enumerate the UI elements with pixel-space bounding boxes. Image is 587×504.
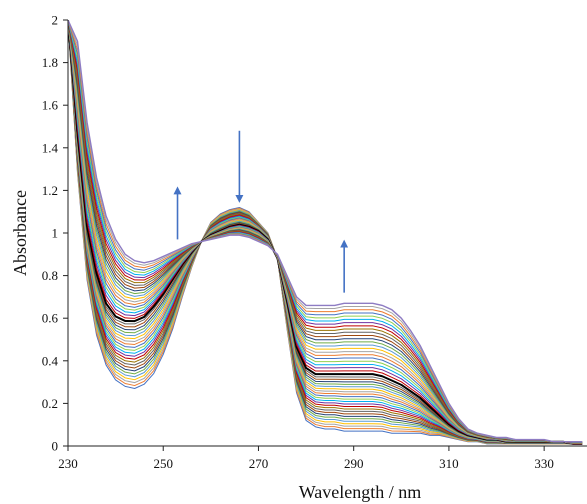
- y-tick-label: 0.4: [42, 353, 59, 368]
- y-tick-label: 1.8: [42, 55, 58, 70]
- tick-labels: 230 250 270 290 310 330 0 0.2 0.4 0.6 0.8 1 1.2 1.4 1.…: [42, 13, 554, 472]
- spectra-lines: [68, 20, 583, 445]
- x-tick-label: 310: [439, 456, 459, 471]
- y-tick-label: 1.4: [42, 140, 59, 155]
- y-tick-label: 0.8: [42, 268, 58, 283]
- trend-arrows: [173, 130, 349, 293]
- y-tick-label: 0.6: [42, 311, 59, 326]
- x-tick-label: 290: [344, 456, 364, 471]
- y-tick-label: 1.6: [42, 98, 59, 113]
- axes: [63, 19, 587, 451]
- spectrum-line: [68, 20, 583, 443]
- x-tick-label: 330: [534, 456, 554, 471]
- x-axis-label: Wavelength / nm: [299, 482, 422, 502]
- y-tick-label: 1.2: [42, 183, 58, 198]
- x-tick-label: 230: [58, 456, 78, 471]
- x-tick-label: 250: [153, 456, 173, 471]
- y-tick-label: 0: [52, 439, 59, 454]
- y-axis-label: Absorbance: [10, 190, 30, 276]
- spectrum-line: [68, 20, 583, 443]
- y-tick-label: 1: [52, 226, 59, 241]
- spectrum-line: [68, 20, 583, 443]
- y-tick-label: 2: [52, 13, 59, 28]
- y-tick-label: 0.2: [42, 396, 58, 411]
- x-tick-label: 270: [249, 456, 269, 471]
- spectrum-line: [68, 20, 583, 445]
- spectrum-line: [68, 20, 583, 443]
